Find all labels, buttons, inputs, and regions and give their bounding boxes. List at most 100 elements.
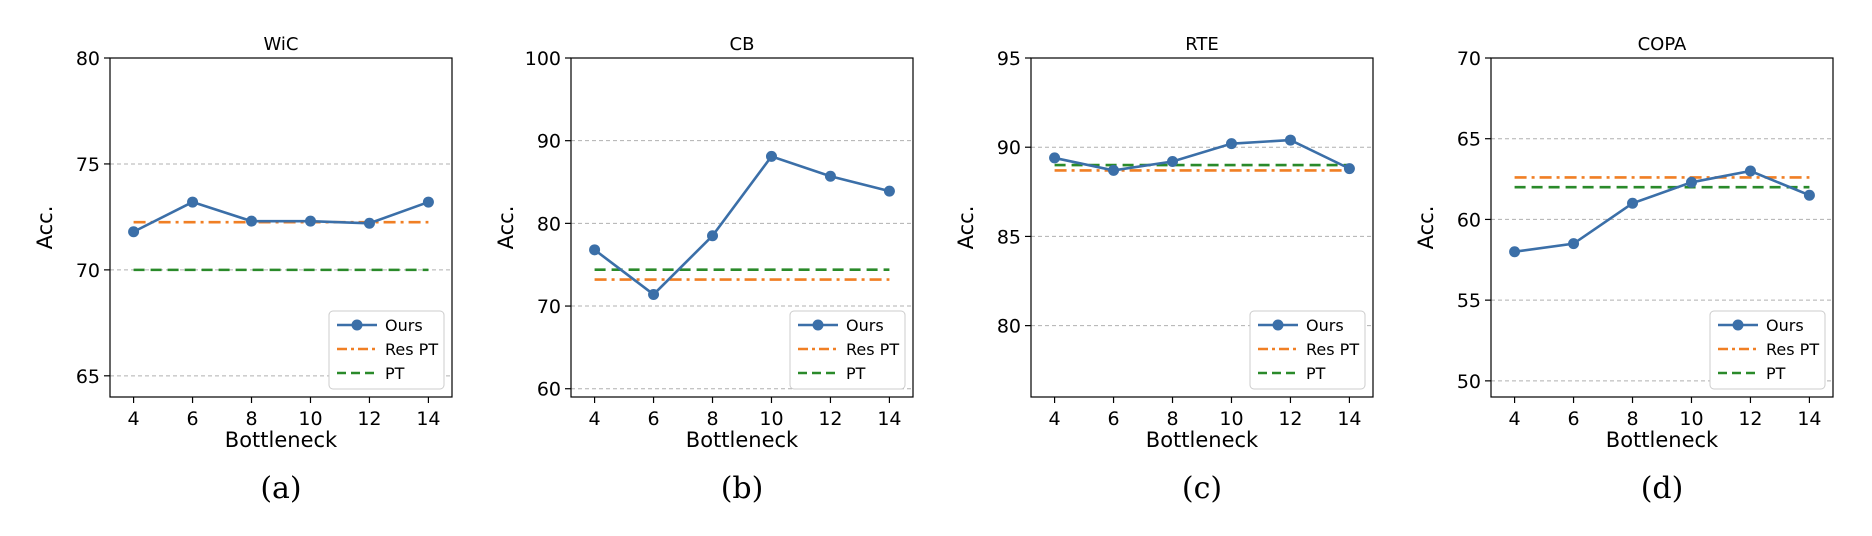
- x-tick-label: 8: [245, 408, 257, 430]
- data-point: [246, 215, 258, 227]
- legend-marker: [812, 319, 824, 331]
- x-tick-label: 8: [1626, 408, 1638, 430]
- x-axis-label: Bottleneck: [686, 428, 799, 452]
- y-tick-label: 90: [537, 131, 561, 153]
- y-axis-label: Acc.: [494, 206, 518, 250]
- series-line-ours: [1054, 138, 1350, 172]
- legend: Ours Res PT PT: [1709, 310, 1826, 390]
- plot-frame: [109, 57, 453, 398]
- x-tick-label: 4: [589, 408, 601, 430]
- x-tick-label: 14: [1337, 408, 1361, 430]
- legend-label: Ours: [1766, 316, 1804, 335]
- legend-box: [1249, 310, 1366, 390]
- x-tick-label: 8: [706, 408, 718, 430]
- data-point: [765, 150, 777, 162]
- data-point: [1343, 163, 1355, 175]
- legend-label: Ours: [1306, 316, 1344, 335]
- y-tick-label: 80: [537, 213, 561, 235]
- data-point: [363, 217, 375, 229]
- chart-panel-2: 60 70 80 90 100 4 6 8 10 12 14 CB Bottleneck Acc. (b) O…: [494, 34, 914, 506]
- panel-caption: (b): [721, 471, 764, 506]
- chart-title: CB: [730, 34, 755, 55]
- panel-caption: (c): [1182, 471, 1222, 506]
- legend-marker: [1732, 319, 1744, 331]
- data-point: [707, 230, 719, 242]
- y-tick-label: 65: [1457, 129, 1481, 151]
- legend-label: Ours: [846, 316, 884, 335]
- chart-title: WiC: [264, 34, 299, 55]
- y-tick-label: 95: [997, 48, 1021, 70]
- x-tick-label: 10: [1219, 408, 1243, 430]
- y-axis-label: Acc.: [954, 206, 978, 250]
- x-tick-label: 12: [1278, 408, 1302, 430]
- y-tick-label: 85: [997, 226, 1021, 248]
- x-tick-label: 10: [759, 408, 783, 430]
- y-tick-label: 60: [1457, 209, 1481, 231]
- y-tick-label: 65: [76, 366, 100, 388]
- y-axis-label: Acc.: [1414, 206, 1438, 250]
- y-tick-label: 50: [1457, 371, 1481, 393]
- x-tick-label: 6: [648, 408, 660, 430]
- legend: Ours Res PT PT: [328, 310, 445, 390]
- x-tick-label: 4: [1049, 408, 1061, 430]
- x-tick-label: 4: [1509, 408, 1521, 430]
- legend-label: Res PT: [1306, 340, 1359, 359]
- series-line-ours: [1514, 169, 1810, 254]
- y-tick-label: 55: [1457, 290, 1481, 312]
- x-axis-label: Bottleneck: [1146, 428, 1259, 452]
- legend-label: Res PT: [1766, 340, 1819, 359]
- series-line-ours: [133, 200, 429, 233]
- legend-box: [1709, 310, 1826, 390]
- x-tick-label: 6: [1108, 408, 1120, 430]
- chart-panel-3: 80 85 90 95 4 6 8 10 12 14 RTE Bottleneck Acc. (c) Our…: [954, 34, 1374, 506]
- x-tick-label: 6: [1568, 408, 1580, 430]
- data-point: [1284, 134, 1296, 146]
- y-tick-label: 70: [1457, 48, 1481, 70]
- plot-frame: [570, 57, 914, 398]
- data-point: [1049, 152, 1061, 164]
- x-tick-label: 4: [128, 408, 140, 430]
- data-point: [648, 288, 660, 300]
- x-tick-label: 8: [1166, 408, 1178, 430]
- x-tick-label: 14: [1797, 408, 1821, 430]
- plot-frame: [1490, 57, 1834, 398]
- data-point: [1627, 197, 1639, 209]
- panel-caption: (d): [1641, 471, 1684, 506]
- legend: Ours Res PT PT: [1249, 310, 1366, 390]
- chart-panel-4: 50 55 60 65 70 4 6 8 10 12 14 COPA Bottleneck Acc. (d)…: [1414, 34, 1834, 506]
- data-point: [422, 196, 434, 208]
- x-axis-label: Bottleneck: [225, 428, 338, 452]
- y-tick-label: 80: [76, 48, 100, 70]
- x-tick-label: 6: [187, 408, 199, 430]
- data-point: [1744, 165, 1756, 177]
- legend-label: PT: [1306, 364, 1326, 383]
- series-line-ours: [593, 154, 890, 297]
- data-point: [128, 226, 140, 238]
- data-point: [589, 244, 601, 256]
- x-tick-label: 12: [818, 408, 842, 430]
- y-axis-label: Acc.: [33, 206, 57, 250]
- chart-panel-1: 65 70 75 80 4 6 8 10 12 14 WiC Bottleneck Acc. (a) Our…: [33, 34, 453, 506]
- x-tick-label: 10: [1679, 408, 1703, 430]
- y-tick-label: 90: [997, 137, 1021, 159]
- x-tick-label: 14: [877, 408, 901, 430]
- y-tick-label: 75: [76, 154, 100, 176]
- data-point: [824, 170, 836, 182]
- legend-marker: [351, 319, 363, 331]
- legend-box: [789, 310, 906, 390]
- x-axis-label: Bottleneck: [1606, 428, 1719, 452]
- y-tick-label: 60: [537, 379, 561, 401]
- chart-title: RTE: [1185, 34, 1219, 55]
- x-tick-label: 10: [298, 408, 322, 430]
- data-point: [883, 185, 895, 197]
- y-tick-label: 80: [997, 316, 1021, 338]
- data-point: [1167, 155, 1179, 167]
- legend-label: PT: [1766, 364, 1786, 383]
- legend: Ours Res PT PT: [789, 310, 906, 390]
- legend-box: [328, 310, 445, 390]
- y-tick-label: 100: [525, 48, 561, 70]
- plot-frame: [1030, 57, 1374, 398]
- panel-caption: (a): [260, 471, 301, 506]
- legend-label: PT: [846, 364, 866, 383]
